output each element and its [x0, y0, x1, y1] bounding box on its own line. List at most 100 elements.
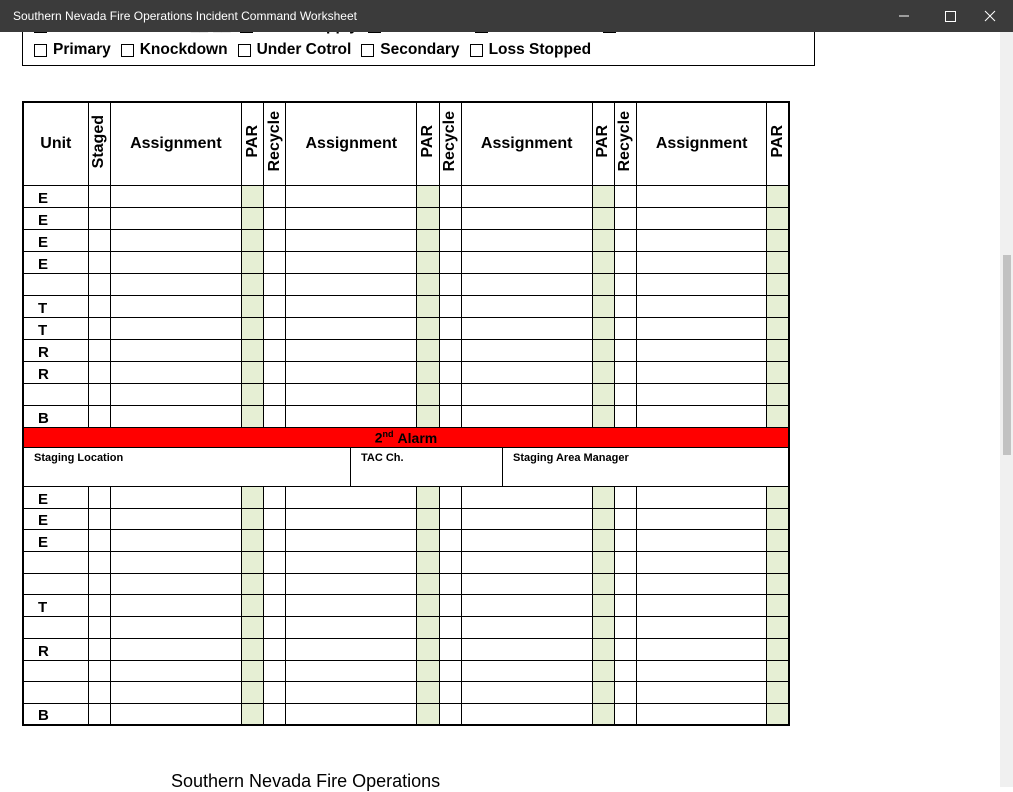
entry-cell [263, 295, 287, 318]
entry-cell [109, 273, 243, 296]
entry-cell [613, 295, 637, 318]
entry-cell [87, 185, 111, 208]
entry-cell [591, 339, 615, 362]
entry-cell [87, 251, 111, 274]
entry-cell [635, 702, 768, 726]
entry-cell [241, 529, 265, 553]
unit-row: R [22, 339, 790, 362]
entry-cell [285, 616, 418, 639]
entry-cell [766, 572, 790, 596]
entry-cell [416, 295, 440, 318]
checkbox[interactable] [120, 43, 134, 57]
unit-cell: E [22, 486, 89, 509]
entry-cell [766, 702, 790, 726]
unit-row: B [22, 702, 790, 726]
unit-row: E [22, 529, 790, 553]
staging-fields: Staging Location TAC Ch. Staging Area Mana… [24, 448, 788, 486]
entry-cell [591, 551, 615, 574]
checkbox-label: Secondary [380, 41, 460, 58]
close-button[interactable] [967, 0, 1013, 32]
entry-cell [766, 383, 790, 406]
maximize-button[interactable] [927, 0, 973, 32]
unit-cell: R [22, 339, 89, 362]
entry-cell [613, 229, 637, 252]
entry-cell [591, 616, 615, 639]
entry-cell [241, 273, 265, 296]
entry-cell [241, 229, 265, 252]
header-cell: PAR [241, 101, 265, 186]
entry-cell [635, 637, 768, 661]
entry-cell [613, 507, 637, 531]
header-cell: PAR [591, 101, 615, 186]
entry-cell [591, 185, 615, 208]
entry-cell [285, 317, 418, 340]
entry-cell [438, 659, 462, 683]
entry-cell [416, 207, 440, 230]
entry-cell [87, 295, 111, 318]
entry-cell [87, 659, 111, 683]
entry-cell [613, 637, 637, 661]
minimize-button[interactable] [881, 0, 927, 32]
entry-cell [241, 383, 265, 406]
unit-cell: E [22, 229, 89, 252]
unit-cell [22, 659, 89, 683]
checkbox[interactable] [361, 43, 375, 57]
entry-cell [87, 486, 111, 509]
entry-cell [613, 207, 637, 230]
entry-cell [591, 317, 615, 340]
unit-row: R [22, 637, 790, 661]
unit-cell: B [22, 702, 89, 726]
scrollbar-thumb[interactable] [1003, 255, 1011, 455]
entry-cell [416, 185, 440, 208]
checkbox[interactable] [469, 43, 483, 57]
entry-cell [766, 551, 790, 574]
entry-cell [635, 529, 768, 553]
unit-row [22, 659, 790, 683]
entry-cell [416, 339, 440, 362]
entry-cell [613, 405, 637, 428]
entry-cell [263, 551, 287, 574]
entry-cell [613, 551, 637, 574]
entry-cell [591, 251, 615, 274]
entry-cell [109, 251, 243, 274]
checkbox[interactable] [237, 43, 251, 57]
entry-cell [460, 529, 593, 553]
entry-cell [416, 507, 440, 531]
entry-cell [285, 273, 418, 296]
entry-cell [285, 339, 418, 362]
entry-cell [766, 659, 790, 683]
scrollbar[interactable] [1000, 32, 1013, 787]
entry-cell [460, 681, 593, 704]
entry-cell [635, 383, 768, 406]
entry-cell [766, 486, 790, 509]
entry-cell [438, 405, 462, 428]
unit-row [22, 681, 790, 704]
unit-row: E [22, 507, 790, 531]
entry-cell [87, 529, 111, 553]
entry-cell [87, 507, 111, 531]
checkbox[interactable] [34, 43, 47, 57]
entry-cell [635, 185, 768, 208]
entry-cell [613, 273, 637, 296]
header-label: Assignment [130, 135, 222, 152]
entry-cell [285, 594, 418, 618]
entry-cell [460, 507, 593, 531]
header-label: Assignment [655, 135, 748, 152]
entry-cell [460, 405, 593, 428]
unit-row: T [22, 295, 790, 318]
unit-cell: E [22, 185, 89, 208]
entry-cell [241, 295, 265, 318]
entry-cell [766, 207, 790, 230]
entry-cell [416, 251, 440, 274]
entry-cell [87, 551, 111, 574]
unit-cell: T [22, 594, 89, 618]
unit-row [22, 572, 790, 596]
entry-cell [416, 702, 440, 726]
entry-cell [263, 507, 287, 531]
entry-cell [635, 681, 768, 704]
entry-cell [635, 551, 768, 574]
entry-cell [109, 572, 243, 596]
entry-cell [613, 572, 637, 596]
entry-cell [591, 529, 615, 553]
unit-cell [22, 616, 89, 639]
